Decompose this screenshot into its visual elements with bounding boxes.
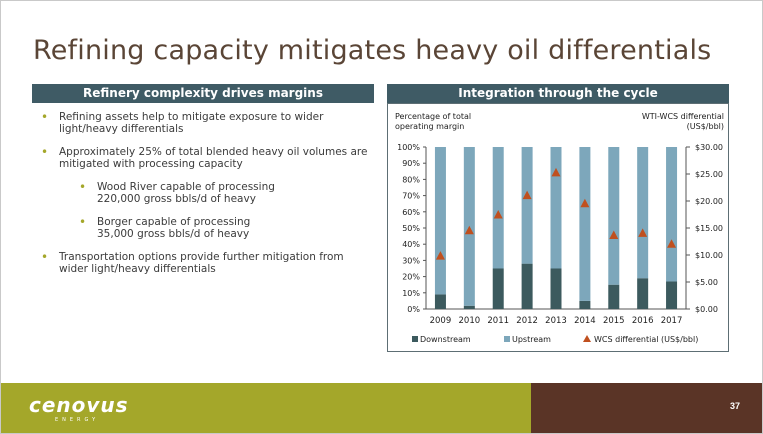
upstream-bar xyxy=(492,147,504,269)
legend-label: WCS differential (US$/bbl) xyxy=(594,335,698,344)
bullet-text: Refining assets help to mitigate exposur… xyxy=(59,111,324,123)
left-tick-label: 40% xyxy=(402,240,420,249)
cenovus-logo: cenovus xyxy=(29,393,129,417)
legend-label: Downstream xyxy=(420,335,471,344)
left-tick-label: 30% xyxy=(402,256,420,265)
left-tick-label: 20% xyxy=(402,273,420,282)
left-section-header: Refinery complexity drives margins xyxy=(32,84,374,103)
bullet-list: • Refining assets help to mitigate expos… xyxy=(41,111,376,286)
right-tick-label: $15.00 xyxy=(695,224,723,233)
upstream-bar xyxy=(637,147,649,279)
bullet-text: Approximately 25% of total blended heavy… xyxy=(59,146,368,158)
bullet-icon: • xyxy=(79,215,87,229)
wcs-differential-marker xyxy=(609,230,619,240)
bullet-icon: • xyxy=(41,110,49,124)
right-tick-label: $25.00 xyxy=(695,170,723,179)
legend-swatch-downstream xyxy=(412,336,418,342)
slide-title: Refining capacity mitigates heavy oil di… xyxy=(33,35,712,66)
left-tick-label: 100% xyxy=(397,143,420,152)
downstream-bar xyxy=(492,268,504,309)
left-tick-label: 50% xyxy=(402,224,420,233)
x-tick-label: 2017 xyxy=(661,316,683,326)
x-tick-label: 2011 xyxy=(487,316,509,326)
downstream-bar xyxy=(579,300,591,309)
page-number: 37 xyxy=(729,401,740,411)
wcs-differential-marker xyxy=(638,228,648,237)
bullet-item: • Refining assets help to mitigate expos… xyxy=(41,111,376,135)
right-tick-label: $20.00 xyxy=(695,197,723,206)
x-tick-label: 2012 xyxy=(516,316,538,326)
wcs-differential-marker xyxy=(435,251,445,260)
right-tick-label: $30.00 xyxy=(695,143,723,152)
wcs-differential-marker xyxy=(580,198,590,208)
right-axis-title: WTI-WCS differential xyxy=(642,112,724,121)
wcs-differential-marker xyxy=(551,167,561,177)
footer-green-bar: cenovus ENERGY xyxy=(1,383,531,433)
right-axis-title: (US$/bbl) xyxy=(687,122,724,131)
sub-bullet-item: • Borger capable of processing 35,000 gr… xyxy=(79,216,376,240)
bullet-text: wider light/heavy differentials xyxy=(59,263,216,275)
right-section-header: Integration through the cycle xyxy=(387,84,729,103)
bullet-text: Wood River capable of processing xyxy=(97,181,275,193)
legend-marker-wcs xyxy=(583,335,591,342)
left-tick-label: 60% xyxy=(402,208,420,217)
chart-container: Percentage of total operating margin WTI-W… xyxy=(387,103,729,352)
upstream-bar xyxy=(550,147,562,269)
bullet-text: Borger capable of processing xyxy=(97,216,251,228)
downstream-bar xyxy=(608,284,620,309)
left-tick-label: 10% xyxy=(402,289,420,298)
bullet-text: Transportation options provide further m… xyxy=(59,251,344,263)
bullet-text: light/heavy differentials xyxy=(59,123,184,135)
downstream-bar xyxy=(550,268,562,309)
left-tick-label: 70% xyxy=(402,192,420,201)
downstream-bar xyxy=(434,294,446,309)
right-tick-label: $5.00 xyxy=(695,278,718,287)
bullet-text: 220,000 gross bbls/d of heavy xyxy=(97,193,256,205)
upstream-bar xyxy=(608,147,620,285)
x-tick-label: 2009 xyxy=(430,316,452,326)
downstream-bar xyxy=(463,305,475,309)
right-tick-label: $0.00 xyxy=(695,305,718,314)
bullet-icon: • xyxy=(79,180,87,194)
legend-label: Upstream xyxy=(512,335,551,344)
upstream-bar xyxy=(666,147,678,282)
wcs-differential-marker xyxy=(464,225,474,235)
footer-brown-bar: 37 xyxy=(531,383,762,433)
logo-subtext: ENERGY xyxy=(55,417,100,423)
left-tick-label: 80% xyxy=(402,175,420,184)
left-axis-title: Percentage of total xyxy=(395,112,471,121)
x-tick-label: 2016 xyxy=(632,316,654,326)
x-tick-label: 2013 xyxy=(545,316,567,326)
sub-bullet-item: • Wood River capable of processing 220,0… xyxy=(79,181,376,205)
x-tick-label: 2010 xyxy=(459,316,481,326)
bullet-text: mitigated with processing capacity xyxy=(59,158,243,170)
left-tick-label: 0% xyxy=(407,305,420,314)
downstream-bar xyxy=(666,281,678,309)
left-axis-title: operating margin xyxy=(395,122,464,131)
wcs-differential-marker xyxy=(493,210,503,219)
right-tick-label: $10.00 xyxy=(695,251,723,260)
bullet-item: • Transportation options provide further… xyxy=(41,251,376,275)
upstream-bar xyxy=(579,147,591,301)
bullet-icon: • xyxy=(41,250,49,264)
bullet-text: 35,000 gross bbls/d of heavy xyxy=(97,228,250,240)
upstream-bar xyxy=(521,147,533,264)
wcs-differential-marker xyxy=(667,239,677,248)
footer: cenovus ENERGY 37 xyxy=(1,383,762,433)
downstream-bar xyxy=(637,278,649,309)
upstream-bar xyxy=(434,147,446,295)
left-tick-label: 90% xyxy=(402,159,420,168)
wcs-differential-marker xyxy=(522,190,532,200)
x-tick-label: 2015 xyxy=(603,316,625,326)
x-tick-label: 2014 xyxy=(574,316,596,326)
bullet-icon: • xyxy=(41,145,49,159)
legend-swatch-upstream xyxy=(504,336,510,342)
bullet-item: • Approximately 25% of total blended hea… xyxy=(41,146,376,170)
downstream-bar xyxy=(521,263,533,309)
